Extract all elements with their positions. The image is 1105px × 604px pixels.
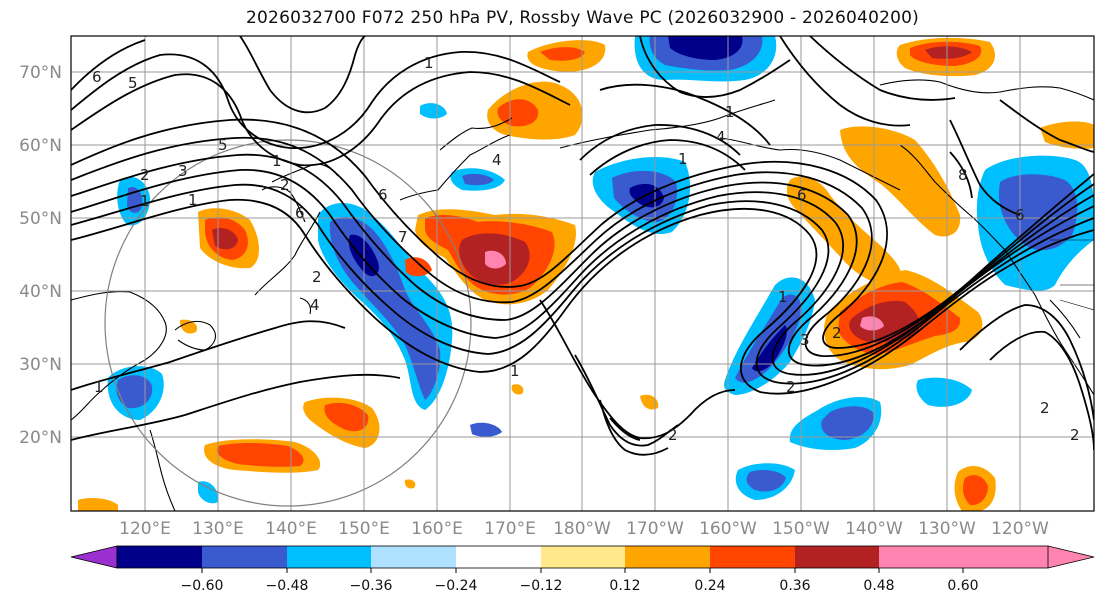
colorbar-segment bbox=[795, 546, 879, 568]
colorbar-ticks bbox=[201, 568, 964, 573]
contour-label: 2 bbox=[312, 268, 322, 286]
contour-label: 5 bbox=[218, 136, 228, 154]
contour-label: 2 bbox=[1040, 399, 1050, 417]
map-title: 2026032700 F072 250 hPa PV, Rossby Wave … bbox=[246, 8, 919, 28]
contour-label: 2 bbox=[140, 166, 150, 184]
contour-label: 3 bbox=[800, 331, 810, 349]
colorbar-segment bbox=[456, 546, 541, 568]
colorbar-extend-high bbox=[963, 546, 1094, 568]
lon-label: 140°W bbox=[845, 519, 903, 539]
contour-label: 2 bbox=[668, 426, 678, 444]
lon-label: 150°E bbox=[338, 519, 390, 539]
lon-label: 170°E bbox=[484, 519, 536, 539]
map-frame bbox=[70, 35, 1095, 512]
lon-label: 160°W bbox=[699, 519, 757, 539]
lat-label: 50°N bbox=[19, 209, 62, 229]
negative-anomaly-bering bbox=[450, 168, 505, 191]
negative-anomaly-arctic bbox=[634, 36, 777, 82]
positive-anomaly-subtropics bbox=[78, 319, 996, 511]
colorbar-tick-label: −0.60 bbox=[181, 578, 224, 594]
colorbar-tick-label: −0.12 bbox=[520, 578, 563, 594]
negative-anomaly-south-china bbox=[107, 366, 164, 420]
colorbar-segment bbox=[710, 546, 795, 568]
colorbar-extend-low bbox=[70, 545, 118, 569]
lat-label: 20°N bbox=[19, 428, 62, 448]
colorbar-segment bbox=[117, 546, 202, 568]
colorbar-tick-label: 0.60 bbox=[947, 578, 978, 594]
positive-anomaly-japan-ridge bbox=[198, 208, 259, 269]
colorbar-tick-label: 0.48 bbox=[863, 578, 894, 594]
lat-label: 70°N bbox=[19, 63, 62, 83]
contour-label: 1 bbox=[188, 191, 198, 209]
lon-label: 160°E bbox=[411, 519, 463, 539]
colorbar-segment bbox=[879, 546, 963, 568]
lat-label: 40°N bbox=[19, 282, 62, 302]
pv-contours bbox=[71, 36, 1094, 456]
colorbar-segment bbox=[202, 546, 287, 568]
lon-label: 140°E bbox=[265, 519, 317, 539]
colorbar-segment bbox=[287, 546, 371, 568]
contour-label: 4 bbox=[716, 128, 726, 146]
contour-label: 8 bbox=[958, 166, 968, 184]
colorbar: −0.60 −0.48 −0.36 −0.24 −0.12 0.12 0.24 … bbox=[70, 545, 1095, 594]
contour-label: 5 bbox=[128, 74, 138, 92]
lat-label: 60°N bbox=[19, 136, 62, 156]
gridlines bbox=[71, 36, 1094, 511]
contour-label: 2 bbox=[280, 176, 290, 194]
contour-label: 4 bbox=[310, 296, 320, 314]
contour-label: 6 bbox=[92, 68, 102, 86]
contour-label: 2 bbox=[786, 378, 796, 396]
colorbar-tick-label: 0.24 bbox=[694, 578, 725, 594]
positive-anomaly-arctic-west bbox=[487, 81, 583, 140]
contour-label: 1 bbox=[94, 378, 104, 396]
lon-label: 120°W bbox=[991, 519, 1049, 539]
positive-anomaly-subtropical-ridge bbox=[824, 270, 983, 370]
contour-label: 6 bbox=[378, 186, 388, 204]
contour-label: 2 bbox=[832, 324, 842, 342]
contour-label: 1 bbox=[424, 54, 434, 72]
lat-label: 30°N bbox=[19, 355, 62, 375]
colorbar-segment bbox=[541, 546, 625, 568]
contour-label: 1 bbox=[510, 362, 520, 380]
contour-label: 2 bbox=[1070, 426, 1080, 444]
pv-contour-labels: 6 5 5 2 1 3 2 1 1 6 7 6 2 4 1 4 1 4 1 6 … bbox=[92, 54, 1080, 444]
longitude-labels: 120°E 130°E 140°E 150°E 160°E 170°E 180°… bbox=[119, 519, 1049, 539]
coastlines bbox=[71, 79, 1094, 511]
positive-anomaly-gulf-of-alaska bbox=[786, 126, 961, 285]
contour-label: 7 bbox=[398, 228, 408, 246]
contour-label: 1 bbox=[272, 152, 282, 170]
colorbar-segment bbox=[371, 546, 456, 568]
contour-label: 1 bbox=[725, 103, 735, 121]
lon-label: 130°W bbox=[918, 519, 976, 539]
lon-label: 150°W bbox=[772, 519, 830, 539]
lon-label: 170°W bbox=[626, 519, 684, 539]
contour-label: 4 bbox=[492, 151, 502, 169]
contour-label: 6 bbox=[1015, 206, 1025, 224]
colorbar-segment bbox=[625, 546, 710, 568]
contour-label: 1 bbox=[140, 192, 150, 210]
contour-label: 3 bbox=[178, 162, 188, 180]
colorbar-tick-label: 0.12 bbox=[609, 578, 640, 594]
contour-label: 1 bbox=[778, 288, 788, 306]
contour-label: 6 bbox=[797, 186, 807, 204]
latitude-labels: 70°N 60°N 50°N 40°N 30°N 20°N bbox=[19, 63, 62, 448]
colorbar-tick-label: −0.24 bbox=[435, 578, 478, 594]
range-circle bbox=[104, 139, 472, 507]
borders bbox=[1050, 239, 1094, 311]
lon-label: 130°E bbox=[192, 519, 244, 539]
colorbar-tick-label: −0.48 bbox=[266, 578, 309, 594]
contour-label: 6 bbox=[295, 204, 305, 222]
positive-anomaly-arctic-east bbox=[896, 37, 1094, 149]
lon-label: 120°E bbox=[119, 519, 171, 539]
colorbar-tick-label: 0.36 bbox=[779, 578, 810, 594]
contour-label: 1 bbox=[678, 150, 688, 168]
lon-label: 180°W bbox=[553, 519, 611, 539]
colorbar-tick-labels: −0.60 −0.48 −0.36 −0.24 −0.12 0.12 0.24 … bbox=[181, 578, 979, 594]
colorbar-tick-label: −0.36 bbox=[350, 578, 393, 594]
rossby-wave-pc-shading bbox=[78, 36, 1094, 511]
